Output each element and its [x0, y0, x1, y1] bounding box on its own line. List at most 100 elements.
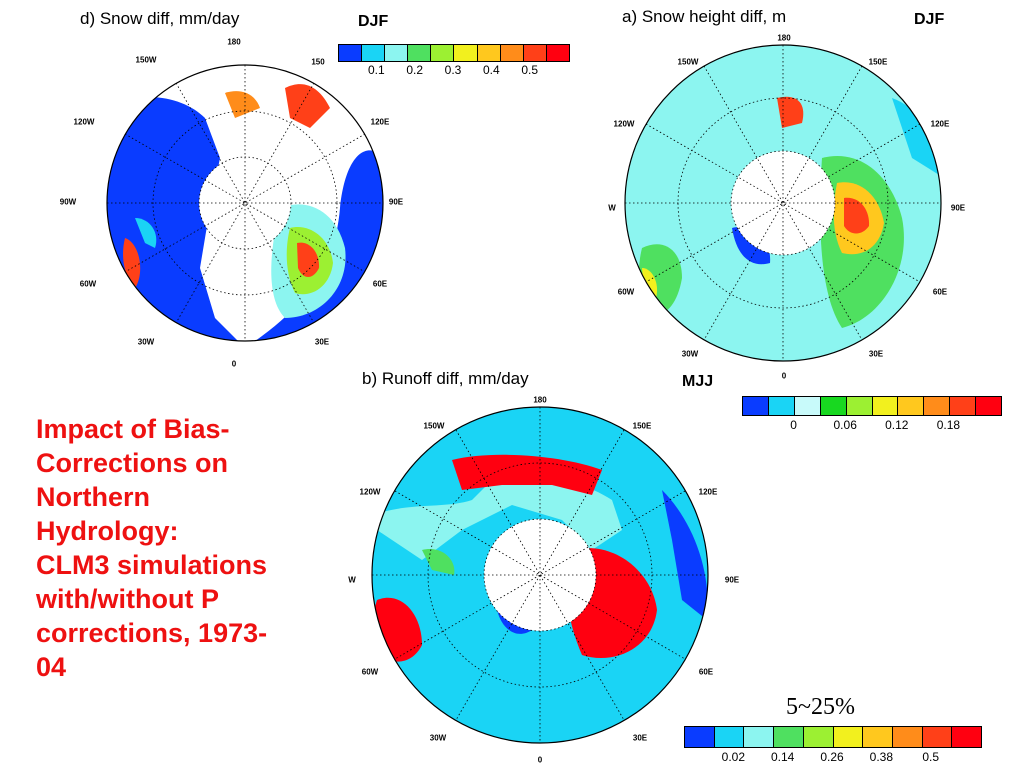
snow-height-runoff-colorbar-swatch: [950, 397, 977, 415]
snow-diff-lon-150w: 150W: [135, 55, 157, 65]
snow-height-lon-30e: 30E: [868, 349, 884, 359]
snow-height-lon-120e: 120E: [930, 119, 950, 129]
snow-diff-colorbar-tick-label: 0.3: [444, 63, 462, 77]
runoff-percent-colorbar-swatch: [714, 727, 745, 747]
runoff-percent-colorbar-swatch: [892, 727, 923, 747]
snow-diff-colorbar: [338, 44, 570, 62]
runoff-lon-180: 180: [533, 395, 547, 405]
headline-line: corrections, 1973-: [36, 618, 268, 648]
snow-height-season: DJF: [914, 11, 945, 28]
runoff-lon-30w: 30W: [429, 733, 447, 743]
runoff-lon-30e: 30E: [632, 733, 648, 743]
snow-diff-colorbar-swatch: [454, 45, 478, 61]
snow-height-lon-60e: 60E: [932, 287, 948, 297]
snow-diff-colorbar-swatch: [362, 45, 386, 61]
runoff-percent-colorbar-swatch: [863, 727, 893, 747]
runoff-percent-colorbar-tick-label: 0.14: [770, 750, 795, 764]
snow-height-lon-60w: 60W: [617, 287, 635, 297]
snow-diff-colorbar-tick-label: 0.1: [367, 63, 385, 77]
snow-diff-lon-60e: 60E: [372, 279, 388, 289]
snow-diff-lon-90w: 90W: [59, 197, 77, 207]
runoff-percent-colorbar: [684, 726, 982, 748]
runoff-season: MJJ: [682, 373, 714, 390]
runoff-lon-w: W: [348, 575, 356, 585]
runoff-percent-colorbar-tick-label: 0.38: [869, 750, 894, 764]
snow-diff-lon-60w: 60W: [79, 279, 97, 289]
snow-diff-colorbar-ticks: 0.1 0.2 0.3 0.4 0.5: [338, 63, 568, 77]
snow-height-lon-120w: 120W: [613, 119, 635, 129]
runoff-lon-90e: 90E: [724, 575, 740, 585]
snow-diff-lon-30w: 30W: [137, 337, 155, 347]
runoff-lon-150e: 150E: [632, 421, 652, 431]
snow-height-runoff-colorbar-tick-label: 0.18: [936, 418, 961, 432]
runoff-percent-colorbar-tick-label: 0.5: [922, 750, 939, 764]
snow-height-runoff-colorbar-swatch: [898, 397, 925, 415]
snow-diff-lon-180: 180: [227, 37, 241, 47]
snow-height-runoff-colorbar-tick-label: 0: [790, 418, 797, 432]
snow-diff-colorbar-swatch: [408, 45, 432, 61]
runoff-percent-colorbar-ticks: 0.02 0.14 0.26 0.38 0.5: [684, 750, 980, 764]
snow-diff-colorbar-swatch: [546, 45, 569, 61]
snow-height-map: [624, 44, 942, 362]
snow-diff-season: DJF: [358, 13, 389, 30]
snow-diff-lon-150e: 150: [311, 57, 325, 67]
snow-height-runoff-colorbar-tick-label: 0.12: [885, 418, 909, 432]
snow-height-lon-150w: 150W: [677, 57, 699, 67]
headline-line: Northern: [36, 482, 150, 512]
snow-height-lon-150e: 150E: [868, 57, 888, 67]
runoff-percent-colorbar-swatch: [685, 727, 715, 747]
headline-line: with/without P: [36, 584, 219, 614]
headline-line: CLM3 simulations: [36, 550, 268, 580]
snow-height-lon-90e: 90E: [950, 203, 966, 213]
snow-diff-lon-30e: 30E: [314, 337, 330, 347]
snow-diff-map: [106, 64, 384, 342]
headline-line: Corrections on: [36, 448, 229, 478]
snow-diff-colorbar-swatch: [385, 45, 409, 61]
runoff-title: b) Runoff diff, mm/day: [362, 369, 529, 388]
runoff-percent-colorbar-tick-label: 0.02: [721, 750, 746, 764]
snow-diff-title: d) Snow diff, mm/day: [80, 9, 240, 28]
snow-height-runoff-colorbar-swatch: [743, 397, 769, 415]
runoff-percent-colorbar-swatch: [774, 727, 804, 747]
snow-diff-lon-0: 0: [231, 359, 237, 369]
snow-diff-colorbar-tick-label: 0.2: [406, 63, 423, 77]
snow-height-runoff-colorbar-swatch: [768, 397, 795, 415]
snow-height-runoff-colorbar-swatch: [872, 397, 899, 415]
snow-diff-colorbar-swatch: [500, 45, 524, 61]
runoff-percent-colorbar-tick-label: 0.26: [820, 750, 844, 764]
snow-height-runoff-colorbar-swatch: [794, 397, 821, 415]
snow-height-runoff-colorbar-tick-label: 0.06: [833, 418, 857, 432]
snow-height-runoff-colorbar-swatch: [846, 397, 873, 415]
snow-diff-colorbar-swatch: [339, 45, 363, 61]
snow-diff-colorbar-swatch: [523, 45, 547, 61]
headline: Impact of Bias- Corrections on Northern …: [36, 412, 336, 684]
runoff-percent-colorbar-swatch: [952, 727, 982, 747]
headline-line: 04: [36, 652, 67, 682]
snow-diff-lon-90e: 90E: [388, 197, 404, 207]
snow-height-runoff-colorbar-swatch: [924, 397, 951, 415]
runoff-lon-60w: 60W: [361, 667, 379, 677]
snow-height-runoff-colorbar: [742, 396, 1002, 416]
runoff-lon-120e: 120E: [698, 487, 718, 497]
snow-height-lon-30w: 30W: [681, 349, 699, 359]
runoff-lon-150w: 150W: [423, 421, 445, 431]
snow-height-runoff-colorbar-swatch: [820, 397, 847, 415]
headline-line: Hydrology:: [36, 516, 179, 546]
snow-diff-lon-120w: 120W: [73, 117, 95, 127]
snow-height-lon-180: 180: [777, 33, 791, 43]
snow-height-title: a) Snow height diff, m: [622, 7, 787, 26]
runoff-lon-0: 0: [537, 755, 543, 765]
snow-height-lon-0: 0: [781, 371, 787, 381]
runoff-lon-60e: 60E: [698, 667, 714, 677]
snow-diff-colorbar-tick-label: 0.5: [521, 63, 538, 77]
runoff-map: [371, 406, 709, 744]
runoff-lon-120w: 120W: [359, 487, 381, 497]
snow-diff-colorbar-swatch: [477, 45, 501, 61]
range-note: 5~25%: [786, 694, 855, 720]
snow-diff-lon-120e: 120E: [370, 117, 390, 127]
runoff-percent-colorbar-swatch: [833, 727, 864, 747]
runoff-percent-colorbar-swatch: [922, 727, 953, 747]
runoff-percent-colorbar-swatch: [744, 727, 775, 747]
snow-diff-colorbar-swatch: [431, 45, 455, 61]
snow-height-lon-w: W: [608, 203, 616, 213]
